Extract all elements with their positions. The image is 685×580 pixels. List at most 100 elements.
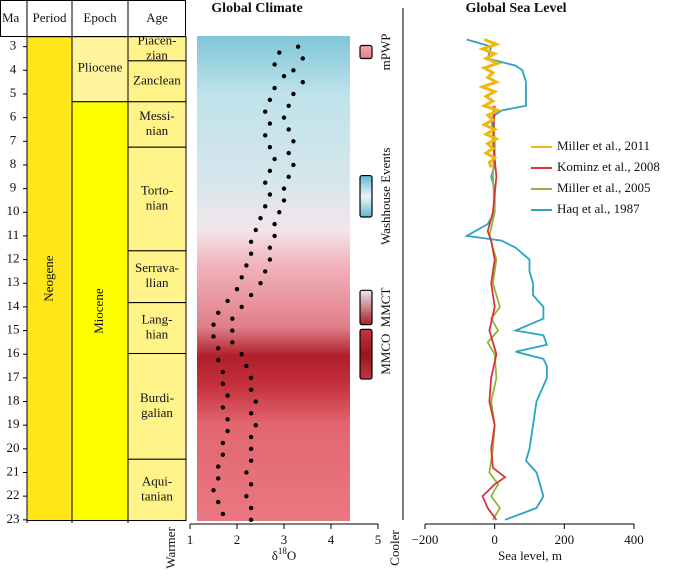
point [263,133,268,138]
point [225,428,230,434]
age-name: Serrava- [135,260,179,275]
age-name: tanian [141,488,173,503]
point [277,210,282,215]
y-tick-label: 12 [7,251,20,266]
point [281,74,287,79]
y-tick-label: 6 [10,109,17,124]
point [267,121,273,126]
point [225,298,230,304]
point [225,393,230,398]
point [216,499,221,505]
y-tick-label: 17 [7,369,21,384]
y-tick-label: 15 [7,322,20,337]
point [248,446,254,452]
point [286,150,291,156]
x-axis-label-part: δ [272,548,278,563]
chart-title: Global Climate [211,1,302,16]
point [225,417,230,422]
point [258,281,263,286]
x-tick-label: 5 [375,532,382,547]
warm-label: Warmer [163,527,178,569]
y-tick-label: 22 [7,487,20,502]
point [248,292,254,298]
x-tick-label: 1 [187,532,194,547]
x-tick-label: −200 [412,532,439,547]
point [239,275,244,280]
point [272,233,277,239]
point [281,198,287,203]
climate-background [197,36,350,521]
age-name: Messi- [139,108,174,123]
y-tick-label: 7 [10,132,17,147]
x-axis-label: δ18O [272,546,297,563]
y-tick-label: 19 [7,416,20,431]
y-tick-label: 8 [10,156,17,171]
point [230,340,235,345]
point [286,127,291,132]
column-header: Age [146,10,168,25]
point [253,399,258,404]
y-tick-label: 10 [7,203,20,218]
y-tick-label: 3 [10,38,17,53]
point [263,269,268,274]
x-tick-label: 3 [281,532,288,547]
point [248,239,254,245]
point [244,493,249,499]
age-box [127,250,187,304]
sea-level-line [464,38,549,521]
point [263,204,268,209]
event-label: MMCO [378,334,393,375]
y-tick-label: 20 [7,440,20,455]
point [272,62,277,67]
age-name: hian [146,327,169,342]
age-name: zian [146,47,168,62]
cool-label: Cooler [387,530,402,566]
age-name: llian [145,275,169,290]
point [272,85,277,91]
event-label: Washhouse Events [378,148,393,246]
age-name: Aqui- [142,473,172,488]
point [295,44,301,49]
point [220,452,226,457]
x-tick-label: 2 [234,532,241,547]
age-name: Lang- [141,312,172,327]
age-name: Burdi- [140,390,174,405]
point [216,310,221,316]
point [248,434,254,440]
point [248,505,254,511]
point [220,369,226,375]
age-box [127,302,187,354]
event-box [359,174,373,218]
point [300,79,305,85]
point [244,363,249,369]
point [234,286,240,292]
point [230,316,235,321]
point [244,470,249,475]
legend-label: Kominz et al., 2008 [557,159,660,174]
point [211,322,216,327]
y-tick-label: 11 [7,227,20,242]
epoch-name: Miocene [91,288,106,334]
point [248,375,254,381]
header-frame [0,0,186,37]
point [239,304,244,310]
point [263,109,268,114]
age-name: Zanclean [133,72,181,87]
point [248,517,254,523]
y-tick-label: 21 [7,463,20,478]
event-box [359,44,373,60]
y-tick-label: 5 [10,85,17,100]
legend-label: Miller et al., 2005 [557,180,651,195]
point [248,482,254,487]
y-tick-label: 16 [7,345,21,360]
point [281,186,287,191]
point [248,387,254,392]
point [220,405,226,410]
point [216,464,221,469]
age-box [127,458,187,522]
point [286,103,291,108]
column-header: Period [33,10,67,25]
point [220,511,226,517]
point [216,476,221,481]
